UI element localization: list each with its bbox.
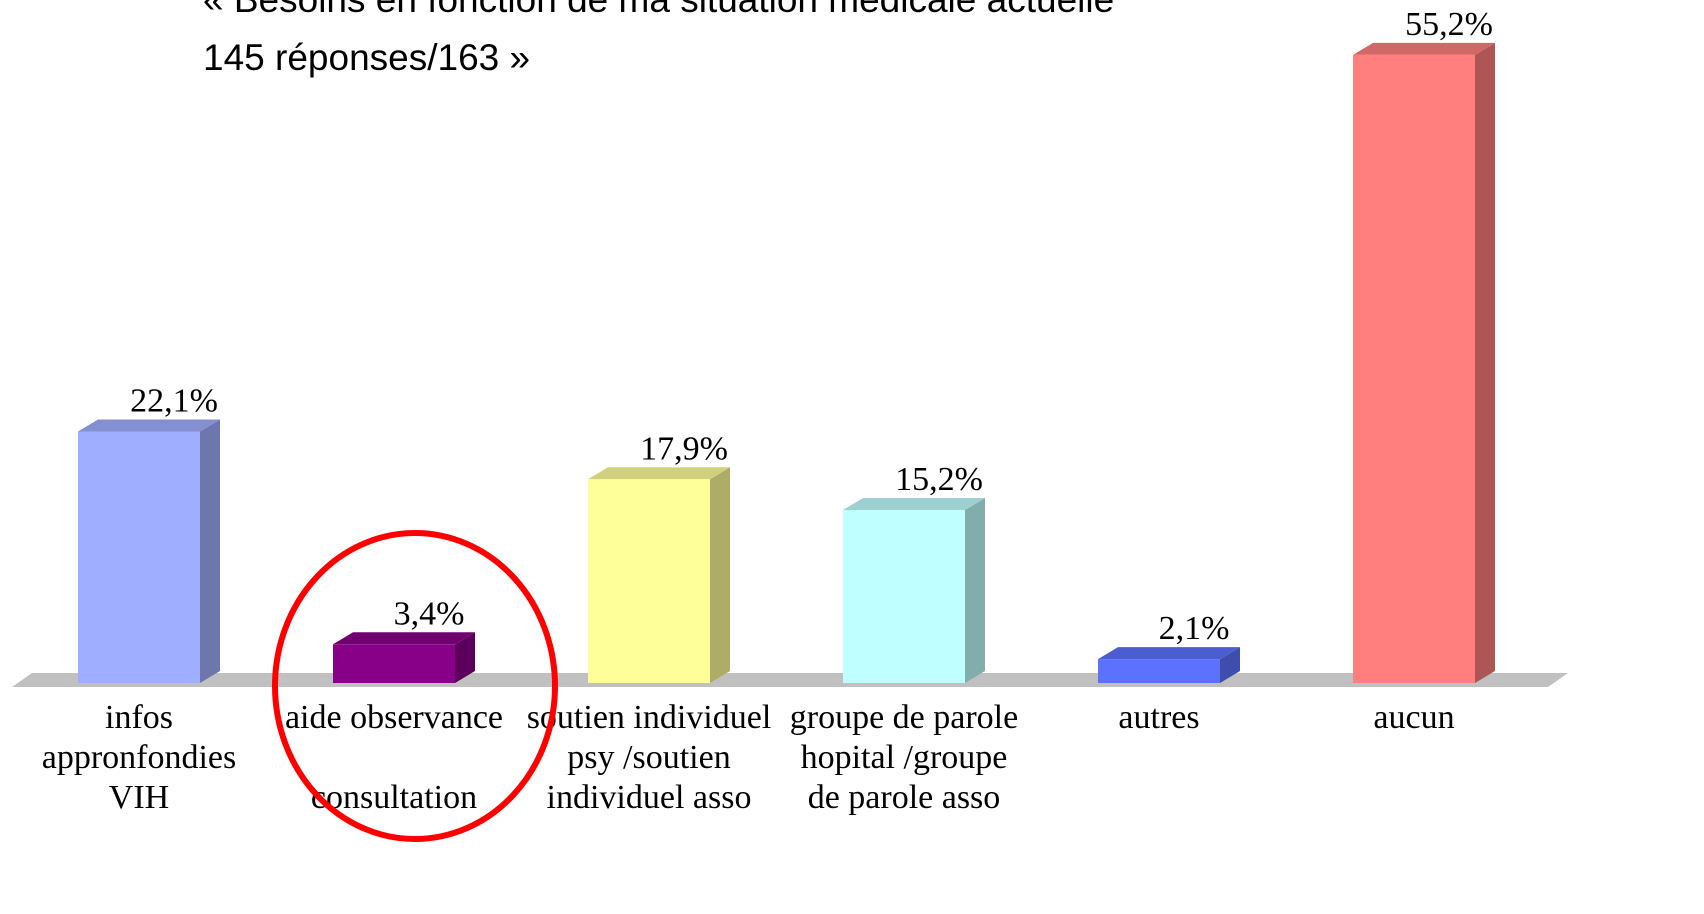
bar-side — [1220, 647, 1240, 683]
bar — [333, 632, 475, 683]
chart-title: 145 réponses/163 » — [203, 37, 530, 78]
bar-front — [588, 479, 710, 683]
bar-front — [333, 644, 455, 683]
value-label: 2,1% — [1159, 610, 1230, 647]
bar-front — [843, 510, 965, 683]
bar-top — [1353, 42, 1495, 55]
x-tick-label: aucun — [1373, 699, 1454, 736]
x-tick-label: groupe de parole hopital /groupe de parole… — [790, 699, 1018, 816]
bar — [78, 419, 220, 683]
bar-top — [333, 632, 475, 645]
floor — [12, 673, 1568, 687]
value-label: 22,1% — [130, 383, 218, 420]
chart-title: « Besoins en fonction de ma situation mé… — [203, 0, 1114, 20]
x-tick-label: aide observance consultation — [285, 699, 503, 816]
bar-side — [965, 498, 985, 683]
bar — [588, 467, 730, 683]
bar-side — [710, 467, 730, 683]
bar — [1098, 647, 1240, 683]
x-tick-label: autres — [1118, 699, 1199, 736]
bar-side — [200, 419, 220, 683]
value-label: 55,2% — [1405, 6, 1493, 43]
bar-side — [1475, 42, 1495, 684]
x-tick-label: infos appronfondies VIH — [42, 699, 237, 816]
bar-top — [1098, 647, 1240, 660]
bar-top — [78, 419, 220, 432]
annotation-circle — [272, 530, 558, 842]
bar — [843, 498, 985, 683]
bar-top — [843, 498, 985, 511]
value-label: 17,9% — [640, 430, 728, 467]
bar-front — [1098, 659, 1220, 683]
x-tick-label: soutien individuel psy /soutien individuel… — [527, 699, 772, 816]
bar-side — [455, 632, 475, 683]
bar-top — [588, 467, 730, 480]
bar-front — [1353, 54, 1475, 684]
value-label: 3,4% — [394, 595, 465, 632]
value-label: 15,2% — [895, 461, 983, 498]
bar-front — [78, 431, 200, 683]
bar — [1353, 42, 1495, 684]
